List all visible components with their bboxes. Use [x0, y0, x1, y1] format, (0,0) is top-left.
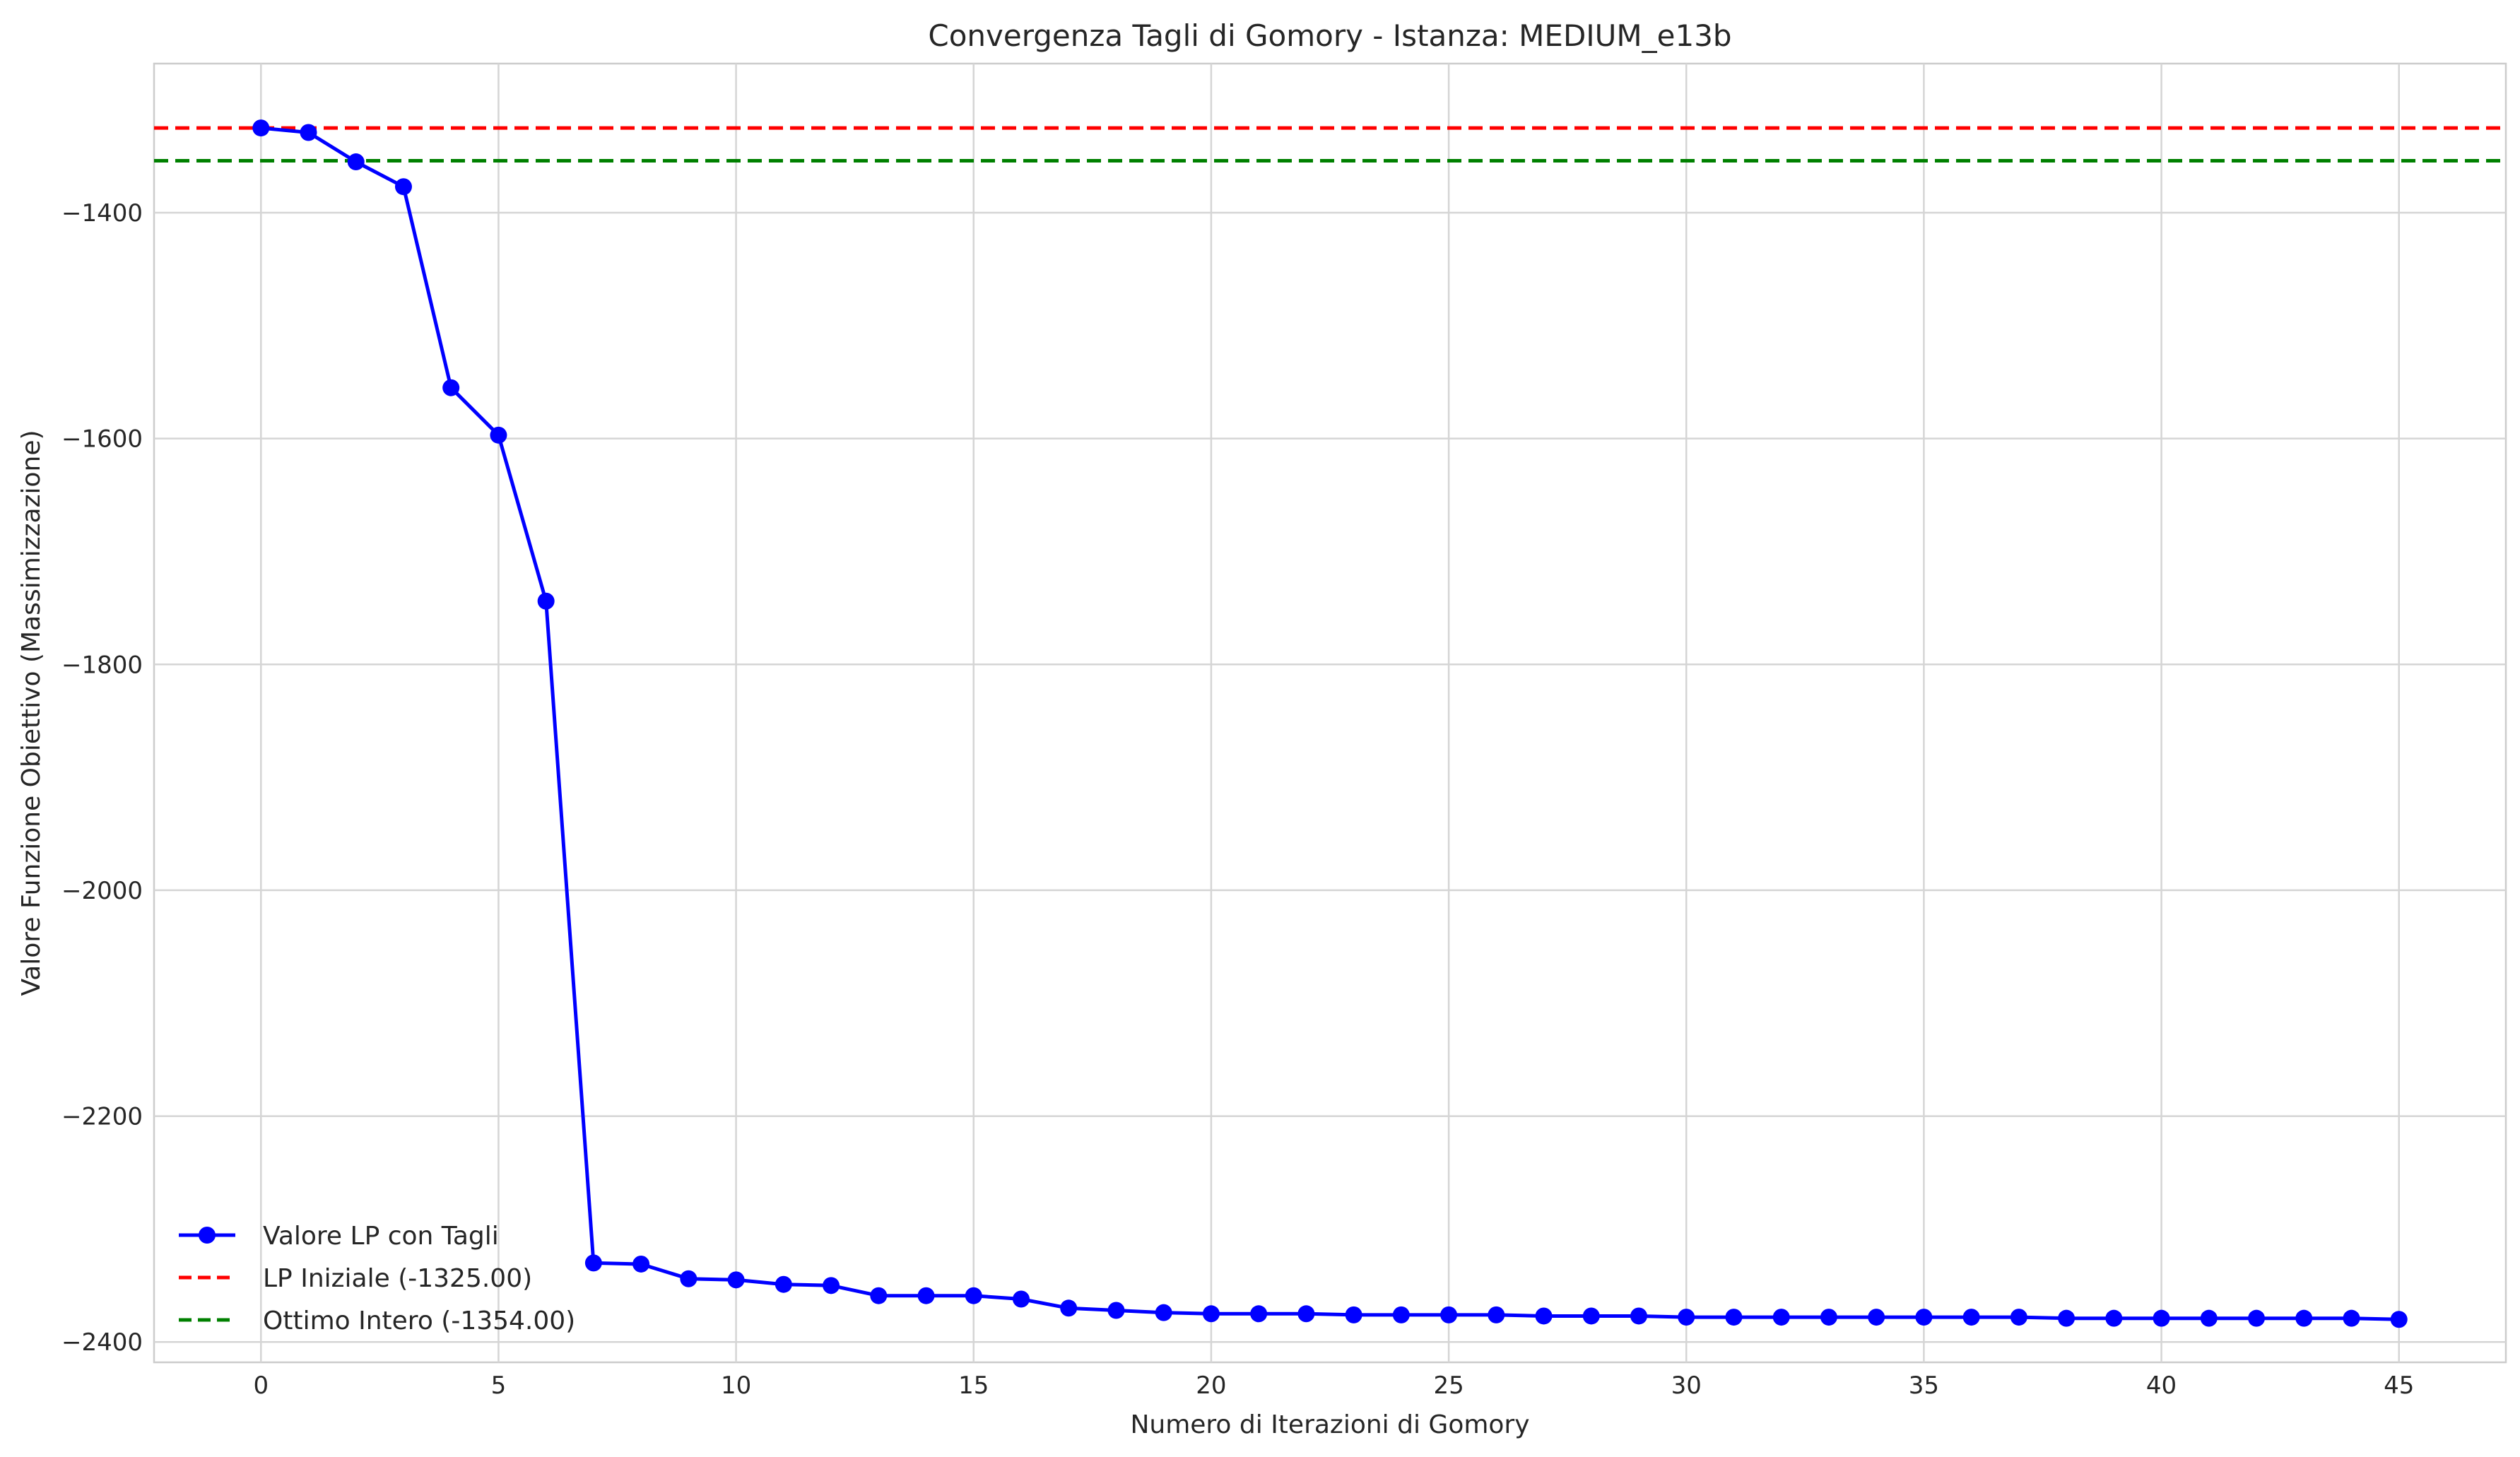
x-axis-label: Numero di Iterazioni di Gomory	[1130, 1410, 1529, 1439]
data-point	[300, 124, 317, 141]
data-point	[1345, 1306, 1362, 1323]
y-tick-label: −2400	[61, 1328, 143, 1357]
data-point	[2390, 1311, 2408, 1328]
data-point	[1250, 1305, 1268, 1323]
legend-label-ottimo-intero: Ottimo Intero (-1354.00)	[263, 1306, 575, 1335]
data-point	[1868, 1309, 1885, 1326]
data-point	[490, 426, 507, 444]
x-tick-label: 30	[1671, 1372, 1702, 1400]
data-point	[1820, 1309, 1837, 1326]
data-point	[1582, 1307, 1600, 1325]
data-point	[347, 153, 365, 171]
y-tick-label: −2200	[61, 1103, 143, 1131]
y-axis-label: Valore Funzione Obiettivo (Massimizzazio…	[17, 430, 46, 996]
x-tick-label: 15	[958, 1372, 989, 1400]
legend-label-series: Valore LP con Tagli	[263, 1222, 499, 1251]
x-tick-label: 45	[2384, 1372, 2414, 1400]
series-line	[261, 126, 2399, 1321]
data-point	[1155, 1304, 1172, 1321]
data-point	[1962, 1309, 1980, 1326]
x-tick-label: 35	[1909, 1372, 1939, 1400]
y-tick-label: −1400	[61, 199, 143, 228]
data-point	[1772, 1309, 1790, 1326]
chart-title: Convergenza Tagli di Gomory - Istanza: M…	[928, 18, 1731, 53]
reference-lines	[154, 126, 2506, 163]
data-point	[1440, 1306, 1458, 1323]
data-point	[584, 1254, 602, 1272]
data-point	[252, 119, 270, 137]
data-point	[1202, 1305, 1220, 1323]
data-point	[394, 178, 412, 196]
legend-label-lp-iniziale: LP Iniziale (-1325.00)	[263, 1264, 532, 1293]
data-point	[632, 1255, 650, 1273]
data-point	[823, 1277, 840, 1294]
data-point	[1535, 1307, 1553, 1325]
data-point	[2295, 1309, 2313, 1327]
data-point	[537, 592, 555, 610]
data-point	[1297, 1305, 1315, 1323]
y-tick-label: −2000	[61, 877, 143, 905]
y-tick-labels: −1400 −1600 −1800 −2000 −2200 −2400	[61, 199, 143, 1357]
data-point	[2105, 1309, 2123, 1327]
x-tick-label: 25	[1433, 1372, 1464, 1400]
data-point	[965, 1287, 982, 1304]
x-tick-label: 40	[2146, 1372, 2177, 1400]
data-point	[1060, 1299, 1078, 1317]
data-point	[680, 1270, 697, 1287]
plot-area	[153, 62, 2507, 1364]
data-point	[2248, 1309, 2266, 1327]
data-point	[775, 1275, 792, 1293]
data-point	[917, 1287, 935, 1304]
legend-marker-series	[199, 1227, 216, 1244]
grid	[154, 64, 2506, 1362]
data-point	[1488, 1306, 1505, 1323]
data-point	[2010, 1309, 2027, 1326]
data-point	[2343, 1309, 2360, 1327]
data-point	[442, 379, 460, 396]
data-point	[1678, 1309, 1695, 1326]
data-point	[2200, 1309, 2218, 1327]
data-point	[1725, 1309, 1743, 1326]
x-tick-labels: 0 5 10 15 20 25 30 35 40 45	[253, 1372, 2414, 1400]
data-point	[727, 1271, 745, 1289]
data-point	[1915, 1309, 1933, 1326]
data-point	[1107, 1302, 1125, 1319]
data-point	[1012, 1290, 1030, 1308]
data-point	[1392, 1306, 1410, 1323]
y-tick-label: −1600	[61, 425, 143, 454]
y-tick-label: −1800	[61, 651, 143, 679]
x-tick-label: 20	[1196, 1372, 1226, 1400]
legend: Valore LP con Tagli LP Iniziale (-1325.0…	[179, 1222, 575, 1335]
data-point	[2058, 1309, 2076, 1327]
x-tick-label: 5	[491, 1372, 507, 1400]
series-layer	[252, 119, 2408, 1328]
data-point	[1630, 1307, 1648, 1325]
x-tick-label: 0	[253, 1372, 269, 1400]
x-tick-label: 10	[721, 1372, 751, 1400]
data-point	[2153, 1309, 2170, 1327]
data-point	[870, 1287, 888, 1304]
